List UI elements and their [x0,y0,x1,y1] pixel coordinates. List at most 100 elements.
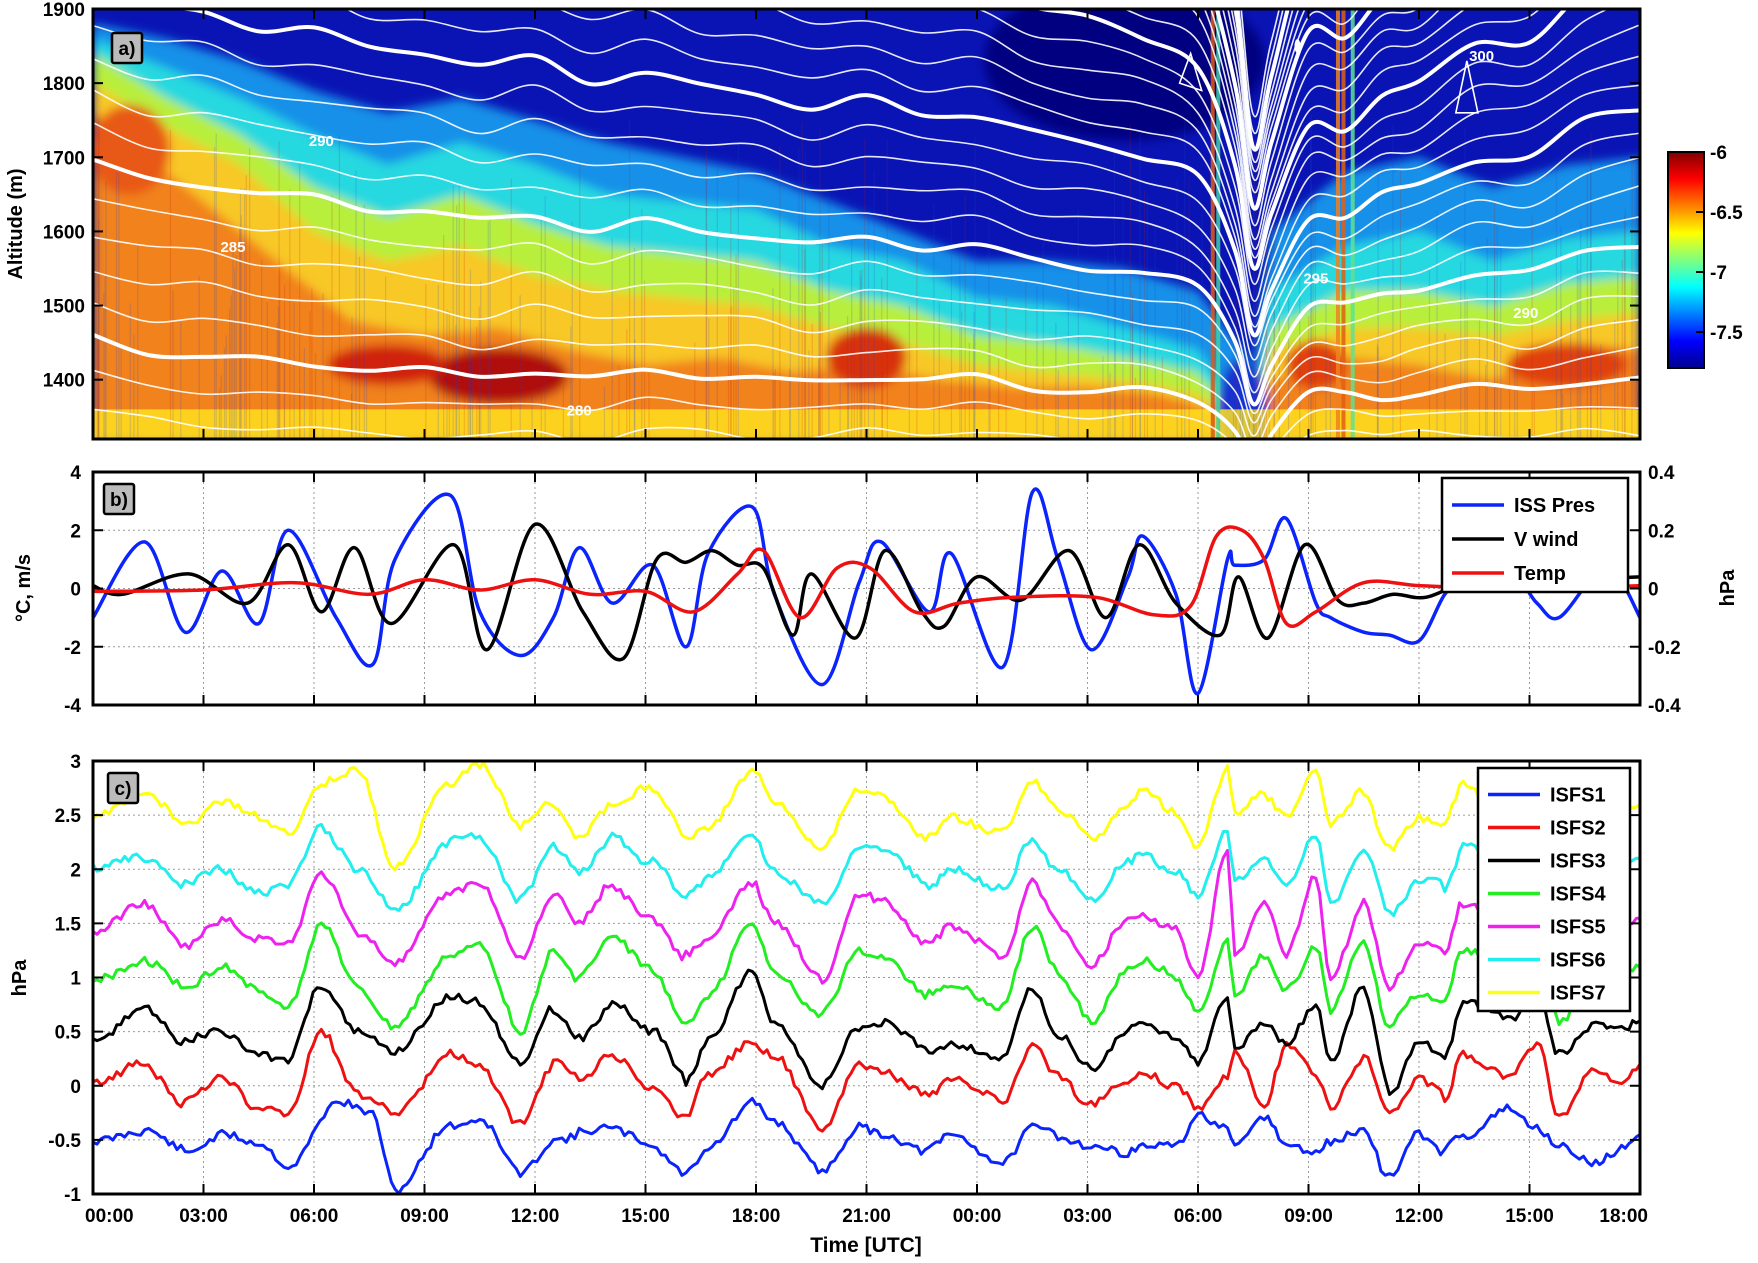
panel-b-axes: -4 -2 0 2 4 -0.4 -0.2 0 0.2 0.4 [64,463,1681,717]
x-tick-label: 06:00 [1174,1206,1223,1227]
contour-line-major [93,332,1640,439]
legend-entry: Temp [1514,563,1566,585]
panel-b: -4 -2 0 2 4 -0.4 -0.2 0 0.2 0.4 °C, m/s hPa b) IS… [13,463,1739,717]
x-tick-label: 18:00 [1599,1206,1648,1227]
contour-line-major [93,157,1640,407]
heatmap-core [1506,342,1627,387]
contour-small-closed [1294,39,1301,54]
y-tick-label: 1.5 [55,914,82,935]
colorbar-tick-label: -7 [1710,263,1727,284]
panel-b-label: b) [110,490,128,511]
y-tick-label: -0.5 [48,1131,81,1152]
series-line-isfs1 [93,1096,1640,1194]
contour-line [93,302,1640,439]
panel-a-label: a) [119,39,136,60]
series-line-isfs3 [93,968,1640,1096]
y-tick-label: 4 [70,463,81,484]
series-line-isfs5 [93,849,1640,992]
colorbar-tick-label: -6 [1710,143,1727,164]
heatmap-artifact-column [1350,9,1355,439]
heatmap-artifact-column [1210,9,1215,439]
x-axis-tick-labels: 00:00 03:00 06:00 09:00 12:00 15:00 18:00 21:00… [85,1206,1648,1227]
y-tick-label-right: 0.4 [1648,463,1675,484]
contour-line [1190,9,1467,250]
series-line-isfs6 [93,822,1640,918]
y-tick-label: -2 [64,638,81,659]
contour-line [1203,9,1441,241]
legend-entry: ISFS5 [1550,917,1606,939]
contour-line [557,9,1640,317]
legend-entry: ISFS6 [1550,950,1606,972]
contour-line [93,369,1640,439]
legend-box [1476,766,1632,1013]
contour-label: 290 [1513,305,1538,322]
series-line-v-wind [93,522,1640,662]
contour-line [93,270,1640,437]
contour-line [93,89,1640,378]
y-tick-label-right: -0.2 [1648,638,1681,659]
y-tick-label: 3 [70,752,81,773]
contour-closed [1454,60,1479,114]
colorbar: -6 -6.5 -7 -7.5 [1667,143,1743,369]
heatmap-artifact-column [1335,9,1340,439]
contour-line [93,198,1640,414]
x-tick-label: 15:00 [621,1206,670,1227]
contour-line [1122,9,1541,259]
heatmap-core [327,344,448,385]
y-tick-label: 1800 [43,74,85,95]
heatmap-artifact-column [1341,9,1346,439]
x-tick-label: 18:00 [732,1206,781,1227]
heatmap-core [93,104,170,195]
panel-a-y-axis: 1400 1500 1600 1700 1800 1900 [43,0,1641,439]
x-tick-label: 06:00 [290,1206,339,1227]
y-tick-label-right: 0.2 [1648,521,1674,542]
panel-b-series [93,487,1640,696]
panel-c-axes: -1 -0.5 0 0.5 1 1.5 2 2.5 3 [48,752,1641,1206]
contour-line [773,9,1640,302]
panel-c-series [93,761,1640,1194]
y-tick-label: 0 [70,1077,81,1098]
x-tick-label: 03:00 [179,1206,228,1227]
colorbar-ticks: -6 -6.5 -7 -7.5 [1696,143,1743,344]
x-tick-label: 15:00 [1505,1206,1554,1227]
y-tick-label: 1700 [43,148,85,169]
contour-line [1210,9,1419,227]
y-tick-label-right: -0.4 [1648,696,1681,717]
x-axis-label: Time [UTC] [810,1234,922,1257]
contour-line [93,236,1640,424]
y-tick-label-right: 0 [1648,580,1659,601]
heatmap-field [93,9,1640,439]
contour-closed [1178,50,1203,92]
panel-c-tag: c) [106,771,140,805]
legend-entry: ISFS1 [1550,785,1606,807]
panel-a-ylabel: Altitude (m) [5,168,27,279]
y-tick-label: -4 [64,696,81,717]
panel-a-tag: a) [110,31,144,65]
y-tick-label: 0.5 [55,1023,82,1044]
legend-entry: ISFS2 [1550,818,1606,840]
panel-c-ylabel: hPa [9,959,31,997]
contour-line-major [170,9,1640,338]
y-tick-label: 1500 [43,297,85,318]
panel-c: -1-0.500.511.522.53 hPa c) ISFS1ISFS2ISF… [9,752,1648,1257]
heatmap-core [1285,340,1346,389]
contour-label: 285 [220,239,245,256]
y-tick-label: 1900 [43,0,85,21]
y-tick-label: 1600 [43,222,85,243]
contour-label: 280 [567,402,592,419]
colorbar-tick-label: -7.5 [1710,323,1743,344]
y-tick-label: -1 [64,1185,81,1206]
contour-line-major [1031,9,1568,271]
panel-b-ylabel-left: °C, m/s [13,554,35,622]
heatmap-core [826,327,907,388]
contour-line [93,408,1640,439]
series-line-isfs7 [93,761,1640,874]
panel-b-ylabel-right: hPa [1717,569,1739,607]
legend-entry: V wind [1514,529,1578,551]
y-tick-label: 1 [70,969,81,990]
isentrope-contours: 290 285 280 300 295 290 [93,9,1640,439]
panel-b-tag: b) [102,482,136,516]
contour-line [93,58,1640,361]
